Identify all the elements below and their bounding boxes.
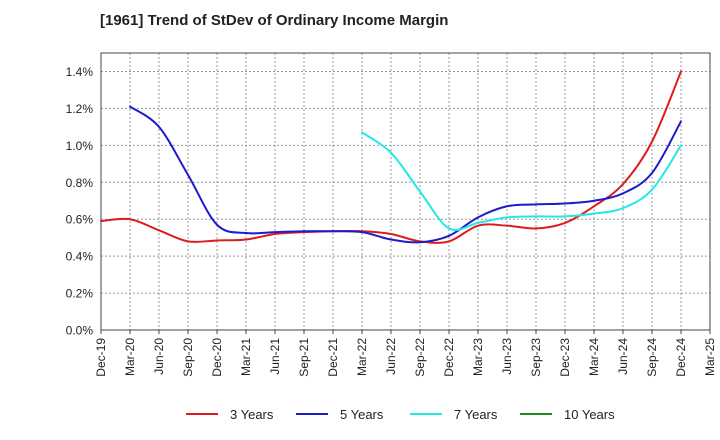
y-tick-label: 1.2% [66, 102, 94, 116]
y-tick-label: 0.8% [66, 176, 94, 190]
legend-swatch-5-years [296, 413, 328, 415]
x-tick-label: Jun-24 [616, 338, 630, 375]
x-tick-label: Sep-21 [297, 338, 311, 377]
legend-label-10-years: 10 Years [564, 406, 615, 422]
x-tick-label: Sep-24 [645, 338, 659, 377]
chart-legend: 3 Years 5 Years 7 Years 10 Years [0, 404, 720, 424]
y-tick-label: 0.0% [66, 324, 94, 338]
x-tick-label: Jun-20 [152, 338, 166, 375]
legend-item-7-years: 7 Years [410, 404, 497, 424]
x-tick-label: Dec-20 [210, 338, 224, 377]
x-tick-label: Dec-24 [674, 338, 688, 377]
legend-label-7-years: 7 Years [454, 406, 498, 422]
x-tick-label: Sep-20 [181, 338, 195, 377]
series-line-7-years [361, 131, 682, 232]
legend-swatch-3-years [186, 413, 218, 415]
x-tick-label: Mar-21 [239, 338, 253, 376]
x-tick-label: Mar-23 [471, 338, 485, 376]
series-line-5-years [129, 105, 682, 244]
legend-item-5-years: 5 Years [296, 404, 383, 424]
series-line-3-years [100, 70, 682, 244]
chart-title: [1961] Trend of StDev of Ordinary Income… [100, 12, 449, 29]
y-tick-label: 0.6% [66, 213, 94, 227]
legend-label-5-years: 5 Years [340, 406, 384, 422]
x-tick-label: Dec-22 [442, 338, 456, 377]
y-tick-label: 1.0% [66, 139, 94, 153]
x-tick-label: Dec-21 [326, 338, 340, 377]
x-tick-label: Mar-24 [587, 338, 601, 376]
legend-item-3-years: 3 Years [186, 404, 273, 424]
x-tick-label: Mar-22 [355, 338, 369, 376]
plot-frame [100, 52, 711, 331]
x-tick-label: Jun-23 [500, 338, 514, 375]
legend-swatch-7-years [410, 413, 442, 415]
x-tick-label: Dec-19 [94, 338, 108, 377]
y-tick-label: 1.4% [66, 65, 94, 79]
legend-item-10-years: 10 Years [520, 404, 615, 424]
x-tick-label: Jun-22 [384, 338, 398, 375]
legend-label-3-years: 3 Years [230, 406, 274, 422]
x-tick-label: Sep-22 [413, 338, 427, 377]
x-tick-label: Dec-23 [558, 338, 572, 377]
y-tick-label: 0.2% [66, 287, 94, 301]
x-tick-label: Sep-23 [529, 338, 543, 377]
x-tick-label: Mar-20 [123, 338, 137, 376]
legend-swatch-10-years [520, 413, 552, 415]
x-tick-label: Mar-25 [703, 338, 717, 376]
y-tick-label: 0.4% [66, 250, 94, 264]
x-tick-label: Jun-21 [268, 338, 282, 375]
